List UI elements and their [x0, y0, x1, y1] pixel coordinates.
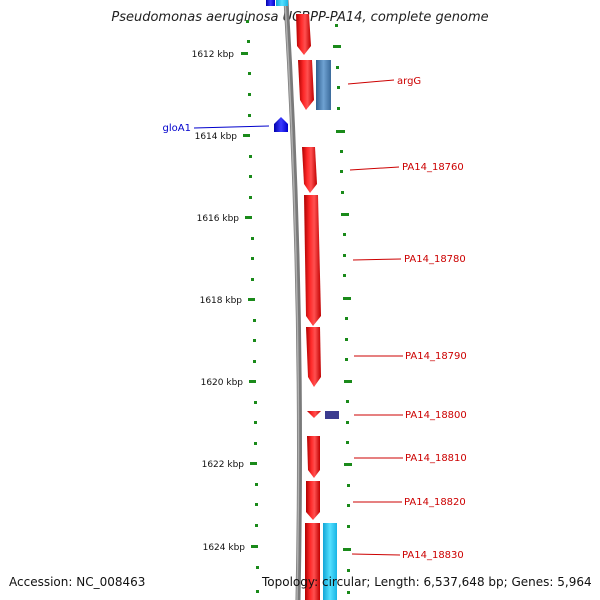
- backbone-arc: [283, 0, 302, 600]
- gene-cyan-top: [276, 0, 288, 6]
- gene-label-PA14_18780: PA14_18780: [404, 254, 466, 265]
- gene-PA14_18780: [304, 195, 321, 326]
- gene-argG: [298, 60, 314, 110]
- gene-reverse: [316, 60, 331, 110]
- gene-PA14_18800: [307, 411, 321, 418]
- scale-label: 1612 kbp: [192, 50, 235, 60]
- gene-cyan: [323, 523, 337, 600]
- label-leaders: [193, 79, 403, 556]
- gene-forward: [296, 14, 311, 55]
- gene-PA14_18760: [302, 147, 317, 193]
- gene-PA14_18790: [306, 327, 321, 387]
- gene-PA14_18820: [306, 481, 320, 520]
- right-tick-track: [333, 24, 352, 594]
- gene-label-gloA1: gloA1: [163, 123, 191, 134]
- gene-label-PA14_18790: PA14_18790: [405, 351, 467, 362]
- gene-PA14_18810: [307, 436, 320, 478]
- gene-gloA1: [274, 117, 288, 132]
- scale-label: 1614 kbp: [195, 132, 238, 142]
- left-tick-track: [241, 20, 259, 593]
- gene-label-PA14_18830: PA14_18830: [402, 550, 464, 561]
- scale-label: 1624 kbp: [203, 543, 246, 553]
- gene-blue-top: [266, 0, 275, 6]
- gene-label-PA14_18760: PA14_18760: [402, 162, 464, 173]
- gene-label-PA14_18810: PA14_18810: [405, 453, 467, 464]
- scale-labels: 1612 kbp 1614 kbp 1616 kbp 1618 kbp 1620…: [192, 50, 246, 553]
- accession-text: Accession: NC_008463: [9, 575, 146, 589]
- genes: [266, 0, 339, 600]
- gene-dark-blue: [325, 411, 339, 419]
- gene-PA14_18830: [305, 523, 320, 600]
- gene-label-PA14_18820: PA14_18820: [404, 497, 466, 508]
- scale-label: 1616 kbp: [197, 214, 240, 224]
- gene-label-PA14_18800: PA14_18800: [405, 410, 467, 421]
- scale-label: 1620 kbp: [201, 378, 244, 388]
- scale-label: 1622 kbp: [202, 460, 245, 470]
- genome-summary: Topology: circular; Length: 6,537,648 bp…: [262, 575, 592, 589]
- gene-label-group: argG gloA1 PA14_18760 PA14_18780 PA14_18…: [163, 76, 467, 561]
- scale-label: 1618 kbp: [200, 296, 243, 306]
- gene-label-argG: argG: [397, 76, 421, 87]
